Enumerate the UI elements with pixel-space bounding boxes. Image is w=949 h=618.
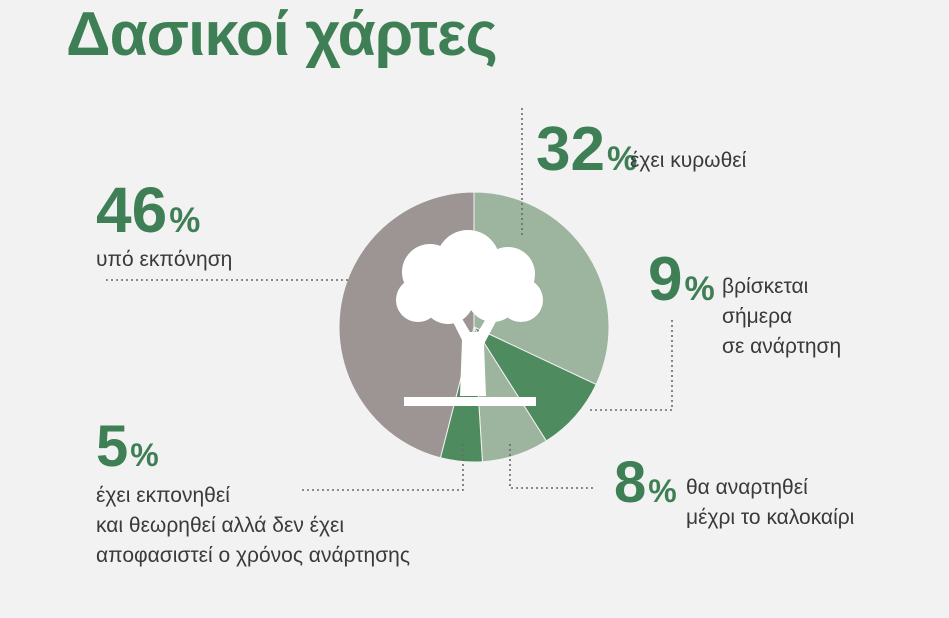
data-label-text-0-0: έχει κυρωθεί bbox=[630, 149, 747, 172]
chart-title: Δασικοί χάρτες bbox=[66, 0, 498, 69]
data-label-text-3-2: αποφασιστεί ο χρόνος ανάρτησης bbox=[96, 544, 410, 567]
data-label-value-0: 32% bbox=[536, 115, 637, 184]
data-label-value-4: 46% bbox=[96, 174, 200, 246]
data-label-text-3-0: έχει εκπονηθεί bbox=[96, 484, 230, 507]
tree-icon bbox=[396, 230, 543, 406]
data-label-text-4-0: υπό εκπόνηση bbox=[96, 248, 232, 271]
leader-line-3 bbox=[302, 444, 464, 491]
data-label-text-1-2: σε ανάρτηση bbox=[722, 335, 841, 358]
data-label-value-1: 9% bbox=[648, 245, 715, 314]
data-label-text-1-0: βρίσκεται bbox=[722, 275, 809, 298]
leader-line-1 bbox=[590, 318, 673, 411]
data-label-value-3: 5% bbox=[96, 414, 159, 479]
leader-line-2 bbox=[509, 444, 596, 489]
data-label-text-2-1: μέχρι το καλοκαίρι bbox=[686, 506, 855, 529]
data-label-text-3-1: και θεωρηθεί αλλά δεν έχει bbox=[96, 514, 344, 537]
data-label-value-2: 8% bbox=[614, 450, 677, 515]
pie-slice-0 bbox=[473, 191, 610, 386]
data-label-text-2-0: θα αναρτηθεί bbox=[686, 476, 808, 499]
data-label-text-1-1: σήμερα bbox=[722, 305, 792, 328]
